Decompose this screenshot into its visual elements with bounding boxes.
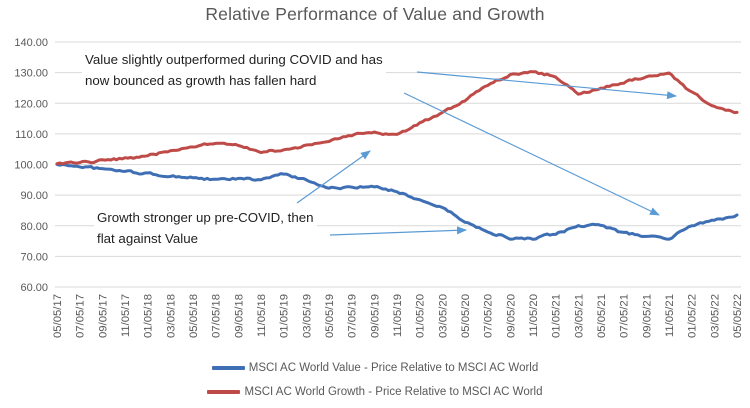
x-tick-label: 03/05/22 (709, 294, 721, 338)
x-tick-label: 05/05/22 (732, 294, 744, 338)
x-tick-label: 03/05/19 (301, 294, 313, 338)
series-line-growth (55, 70, 739, 166)
x-axis-labels: 05/05/17 07/05/17 09/05/17 11/05/17 01/05/18… (52, 294, 744, 338)
x-tick-label: 01/05/21 (551, 294, 563, 338)
x-tick-label: 09/05/18 (233, 294, 245, 338)
x-tick-label: 03/05/18 (165, 294, 177, 338)
growth-line-swatch (207, 390, 241, 394)
x-tick-label: 09/05/17 (97, 294, 109, 338)
legend-item-growth: MSCI AC World Growth - Price Relative to… (207, 381, 543, 403)
annotation-covid-value: Value slightly outperformed during COVID… (82, 48, 386, 92)
annotation-line: flat against Value (97, 231, 199, 246)
x-tick-label: 07/05/21 (619, 294, 631, 338)
x-tick-label: 11/05/19 (392, 294, 404, 337)
y-tick-label: 80.00 (20, 221, 48, 233)
annotation-line: now bounced as growth has fallen hard (85, 73, 317, 88)
x-tick-label: 01/05/22 (687, 294, 699, 338)
y-axis-labels: 140.00 130.00 120.00 110.00 100.00 90.00 80.00… (14, 37, 48, 294)
x-tick-label: 07/05/19 (347, 294, 359, 338)
x-tick-label: 11/05/18 (256, 294, 268, 337)
annotation-arrow (296, 150, 371, 204)
x-tick-label: 03/05/20 (437, 294, 449, 338)
value-line-swatch (211, 366, 245, 370)
annotation-line: Value slightly outperformed during COVID… (85, 52, 383, 67)
x-tick-label: 11/05/17 (120, 294, 132, 337)
y-tick-label: 120.00 (14, 98, 48, 110)
x-tick-label: 07/05/17 (75, 294, 87, 338)
x-tick-label: 03/05/21 (573, 294, 585, 338)
annotation-arrow (403, 92, 660, 216)
annotation-arrow (329, 226, 467, 236)
x-tick-label: 05/05/21 (596, 294, 608, 338)
x-tick-label: 05/05/17 (52, 294, 64, 338)
annotation-line: Growth stronger up pre-COVID, then (97, 210, 314, 225)
x-tick-label: 01/05/19 (279, 294, 291, 338)
y-tick-label: 90.00 (20, 190, 48, 202)
x-tick-label: 09/05/20 (505, 294, 517, 338)
y-tick-label: 60.00 (20, 282, 48, 294)
y-tick-label: 70.00 (20, 251, 48, 263)
x-tick-label: 09/05/21 (641, 294, 653, 338)
y-tick-label: 110.00 (15, 129, 48, 141)
x-tick-label: 07/05/20 (483, 294, 495, 338)
x-tick-label: 07/05/18 (211, 294, 223, 338)
series-line-value (55, 162, 739, 241)
chart-title: Relative Performance of Value and Growth (205, 4, 545, 24)
legend-label-value: MSCI AC World Value - Price Relative to … (248, 362, 539, 374)
x-tick-label: 05/05/18 (188, 294, 200, 338)
x-tick-label: 11/05/20 (528, 294, 540, 337)
chart-legend: MSCI AC World Value - Price Relative to … (0, 357, 750, 403)
y-tick-label: 100.00 (14, 160, 48, 172)
x-tick-label: 01/05/18 (143, 294, 155, 338)
legend-label-growth: MSCI AC World Growth - Price Relative to… (244, 386, 543, 398)
x-tick-label: 11/05/21 (664, 294, 676, 337)
x-tick-label: 05/05/20 (460, 294, 472, 338)
annotation-arrow (416, 71, 677, 100)
x-tick-label: 05/05/19 (324, 294, 336, 338)
y-tick-label: 140.00 (14, 37, 48, 49)
x-tick-label: 01/05/20 (415, 294, 427, 338)
x-tick-label: 09/05/19 (369, 294, 381, 338)
annotation-growth-precovid: Growth stronger up pre-COVID, then flat … (94, 206, 317, 250)
legend-item-value: MSCI AC World Value - Price Relative to … (211, 357, 539, 379)
y-tick-label: 130.00 (14, 68, 48, 80)
